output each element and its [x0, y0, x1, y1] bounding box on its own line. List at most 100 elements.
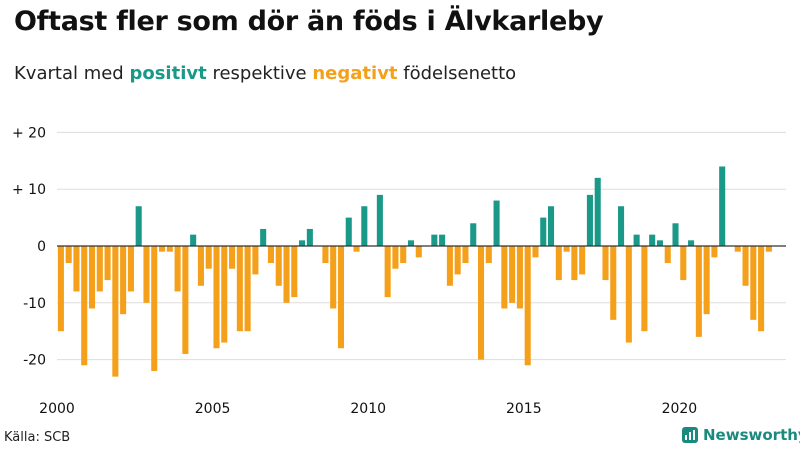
bar-negative [610, 246, 617, 320]
bar-positive [672, 223, 679, 246]
bar-negative [680, 246, 687, 281]
bar-positive [649, 234, 656, 246]
bar-positive [190, 234, 197, 246]
bar-negative [415, 246, 422, 258]
bar-negative [602, 246, 609, 281]
bar-negative [524, 246, 531, 366]
bar-positive [345, 217, 352, 246]
bar-negative [579, 246, 586, 275]
bar-negative [532, 246, 539, 258]
bar-negative [501, 246, 508, 309]
bar-positive [633, 234, 640, 246]
bar-negative [664, 246, 671, 264]
bar-negative [734, 246, 741, 252]
bar-negative [174, 246, 181, 292]
bar-negative [267, 246, 274, 264]
bar-negative [571, 246, 578, 281]
bar-negative [244, 246, 251, 332]
bar-negative [758, 246, 765, 332]
subtitle-positive: positivt [129, 63, 207, 84]
bar-negative [81, 246, 88, 366]
bar-negative [120, 246, 127, 315]
bar-negative [221, 246, 228, 343]
bar-negative [337, 246, 345, 349]
bar-positive [299, 240, 306, 246]
chart-logo-icon [682, 427, 698, 443]
bar-negative [213, 246, 220, 349]
brand-name: Newsworthy [703, 426, 800, 444]
bar-negative [205, 246, 212, 269]
bar-negative [275, 246, 282, 286]
bar-negative [283, 246, 290, 303]
bar-negative [151, 246, 158, 371]
x-tick-label: 2005 [195, 401, 231, 417]
subtitle-middle: respektive [212, 63, 307, 84]
source-label: Källa: SCB [4, 430, 71, 445]
brand-logo: Newsworthy [682, 426, 800, 444]
bar-negative [625, 246, 632, 343]
bar-negative [711, 246, 718, 258]
bar-positive [688, 240, 695, 246]
bar-negative [182, 246, 189, 354]
bar-negative [695, 246, 702, 337]
bar-negative [353, 246, 360, 252]
bar-negative [703, 246, 710, 315]
bar-positive [439, 234, 446, 246]
bar-negative [73, 246, 80, 292]
bar-positive [586, 194, 593, 246]
bar-negative [477, 246, 485, 360]
bar-negative [384, 246, 391, 298]
bar-negative [322, 246, 329, 264]
chart-title: Oftast fler som dör än föds i Älvkarleby [14, 6, 604, 37]
bar-positive [540, 217, 547, 246]
bar-negative [197, 246, 204, 286]
bar-positive [431, 234, 438, 246]
bar-positive [493, 200, 500, 246]
bar-negative [57, 246, 64, 332]
bar-negative [765, 246, 772, 252]
subtitle-suffix: födelsenetto [403, 63, 517, 84]
bar-negative [516, 246, 523, 309]
bar-negative [236, 246, 243, 332]
bar-positive [306, 228, 313, 246]
bar-negative [112, 246, 119, 377]
bar-negative [641, 246, 648, 332]
y-tick-label: -20 [23, 353, 46, 369]
subtitle-prefix: Kvartal med [14, 63, 124, 84]
bar-negative [563, 246, 570, 252]
bar-positive [376, 194, 383, 246]
bar-negative [127, 246, 134, 292]
bar-negative [454, 246, 461, 275]
x-tick-label: 2000 [39, 401, 75, 417]
y-tick-label: 0 [37, 239, 46, 255]
bar-negative [65, 246, 72, 264]
subtitle-negative: negativt [312, 63, 398, 84]
bar-negative [509, 246, 516, 303]
x-tick-label: 2020 [662, 401, 698, 417]
x-tick-label: 2015 [506, 401, 542, 417]
bar-positive [594, 177, 601, 246]
bar-negative [462, 246, 469, 264]
y-tick-label: + 10 [12, 182, 46, 198]
bar-negative [96, 246, 103, 292]
bar-negative [166, 246, 173, 252]
bar-negative [555, 246, 562, 281]
bar-negative [742, 246, 749, 286]
bar-positive [470, 223, 477, 246]
bar-negative [400, 246, 407, 264]
bar-negative [104, 246, 111, 281]
bar-positive [407, 240, 415, 246]
bar-negative [750, 246, 757, 320]
bar-positive [719, 166, 726, 246]
bar-negative [446, 246, 453, 286]
y-tick-label: + 20 [12, 125, 46, 141]
bar-positive [618, 206, 625, 246]
bar-negative [252, 246, 259, 275]
bar-positive [361, 206, 368, 246]
chart-subtitle: Kvartal med positivt respektive negativt… [14, 63, 516, 84]
bar-negative [159, 246, 166, 252]
bar-negative [229, 246, 236, 269]
bar-negative [392, 246, 399, 269]
bar-positive [548, 206, 555, 246]
